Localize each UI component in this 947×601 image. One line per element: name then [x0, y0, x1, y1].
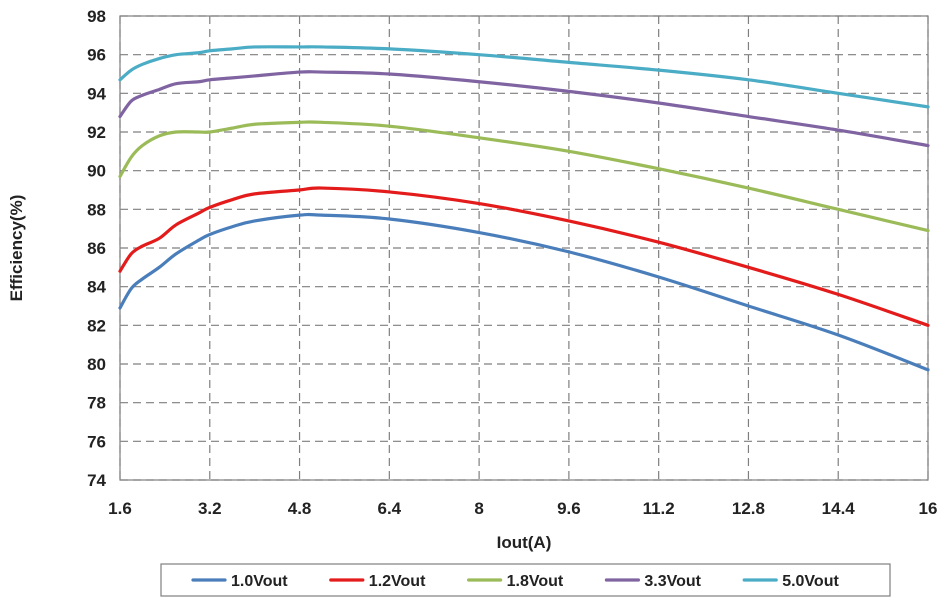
y-tick-label: 74	[87, 471, 106, 490]
y-tick-label: 78	[87, 394, 106, 413]
series-layer	[118, 45, 930, 372]
series-line-1-2vout	[118, 186, 930, 327]
legend: 1.0Vout 1.2Vout 1.8Vout 3.3Vout 5.0Vout	[160, 563, 891, 597]
x-tick-label: 12.8	[732, 499, 765, 518]
x-tick-label: 1.6	[108, 499, 132, 518]
legend-label: 1.8Vout	[507, 573, 564, 590]
y-axis-title: Efficiency(%)	[7, 195, 26, 302]
y-tick-label: 96	[87, 46, 106, 65]
y-tick-label: 88	[87, 200, 106, 219]
y-tick-label: 92	[87, 123, 106, 142]
y-tick-label: 84	[87, 278, 106, 297]
y-tick-label: 94	[87, 84, 106, 103]
y-tick-label: 76	[87, 432, 106, 451]
plot-area-border	[119, 15, 929, 481]
series-line-3-3vout	[118, 70, 930, 148]
x-tick-label: 11.2	[643, 499, 675, 518]
x-tick-label: 4.8	[288, 499, 312, 518]
series-line-5-0vout	[118, 45, 930, 109]
y-tick-label: 98	[87, 7, 106, 26]
y-tick-label: 80	[87, 355, 106, 374]
series-line-1-8vout	[118, 120, 930, 233]
legend-label: 3.3Vout	[644, 573, 701, 590]
legend-label: 1.2Vout	[369, 573, 426, 590]
x-tick-label: 16	[919, 499, 938, 518]
y-tick-label: 82	[87, 316, 106, 335]
x-tick-label: 8	[474, 499, 483, 518]
x-tick-label: 9.6	[557, 499, 581, 518]
x-tick-label: 14.4	[822, 499, 856, 518]
y-tick-label: 86	[87, 239, 106, 258]
legend-label: 1.0Vout	[231, 573, 288, 590]
tick-labels: 74 76 78 80 82 84 86 88 90 92 94 96 98 1.6 3.2 4.8 6.4 8 9…	[87, 7, 937, 518]
y-tick-label: 90	[87, 162, 106, 181]
series-line-1-0vout	[118, 212, 930, 372]
x-tick-label: 6.4	[378, 499, 402, 518]
legend-label: 5.0Vout	[782, 573, 839, 590]
x-tick-label: 3.2	[198, 499, 222, 518]
x-axis-title: Iout(A)	[497, 533, 552, 552]
